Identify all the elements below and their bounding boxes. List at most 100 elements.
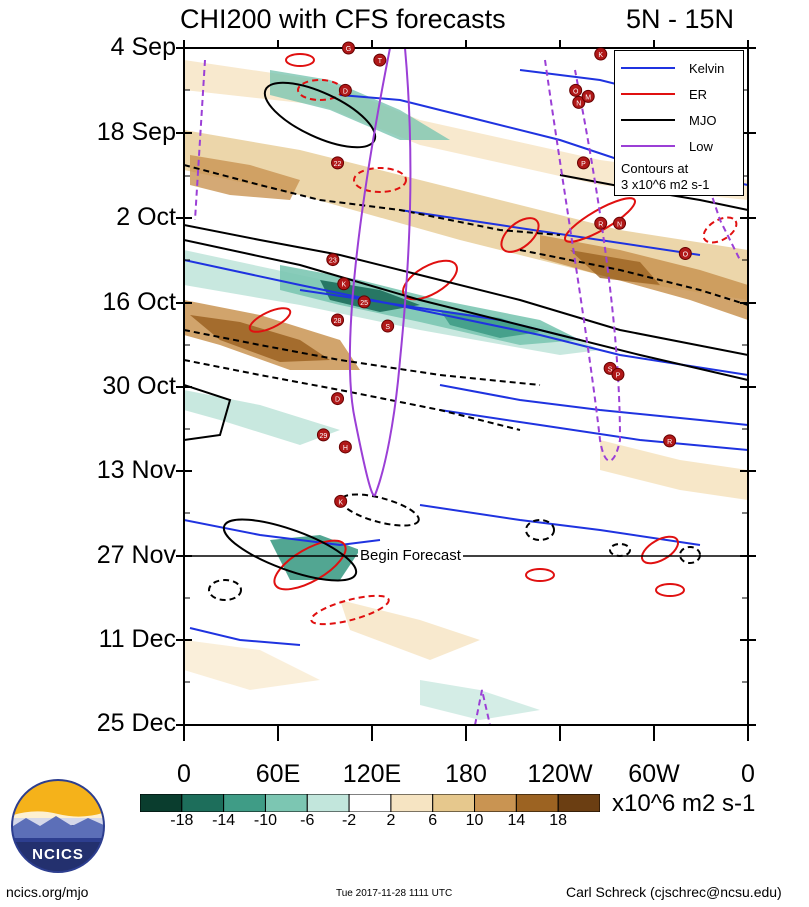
storm-marker: K [334,494,348,508]
begin-forecast-label: Begin Forecast [358,547,463,564]
storm-marker-label: P [616,372,621,379]
legend-swatch [621,67,675,69]
ncics-logo [11,779,105,873]
legend-entry-mjo: MJO [621,111,716,129]
er-contours [248,53,738,626]
colorbar-swatch [306,794,350,812]
storm-marker-label: D [343,88,348,95]
shading-layer [184,48,748,725]
storm-marker-label: K [341,282,346,289]
storm-marker: D [331,392,345,406]
legend-note: Contours at 3 x10^6 m2 s-1 [621,161,709,193]
storm-marker: S [381,319,395,333]
legend-entry-er: ER [621,85,707,103]
storm-marker: O [678,247,692,261]
storm-marker-label: 22 [334,161,342,168]
y-tick-label: 16 Oct [102,288,176,316]
storm-marker: N [613,216,627,230]
y-tick-label: 27 Nov [96,541,176,569]
x-tick-label: 0 [741,760,755,788]
chart-subtitle: 5N - 15N [626,4,735,34]
colorbar-swatch [474,794,517,812]
x-tick-label: 60E [255,760,301,788]
colorbar-swatch [390,794,434,812]
colorbar-level-label: -10 [253,812,278,829]
colorbar-level-label: 18 [549,812,568,829]
y-tick-label: 11 Dec [98,625,176,653]
colorbar-level-label: 6 [428,812,438,829]
storm-marker-label: N [576,100,581,107]
legend-note-line: 3 x10^6 m2 s-1 [621,177,710,192]
x-tick-label: 60W [628,760,680,788]
storm-marker-label: K [338,499,343,506]
storm-marker-label: 25 [360,300,368,307]
storm-marker: P [611,367,625,381]
storm-marker-label: O [683,252,689,259]
storm-marker-label: R [598,221,603,228]
storm-marker: R [594,216,608,230]
storm-marker-label: S [608,366,613,373]
colorbar-level-label: 14 [507,812,526,829]
storm-marker: P [577,156,590,170]
storm-marker: N [572,95,586,109]
legend-swatch [621,93,675,95]
storm-marker-label: 29 [320,433,328,440]
legend-entry-kelvin: Kelvin [621,59,724,77]
storm-marker: K [337,277,351,291]
y-tick-label: 30 Oct [102,372,176,400]
storm-marker-label: G [346,46,351,53]
footer-timestamp: Tue 2017-11-28 1111 UTC [336,888,453,899]
storm-marker: H [338,440,352,454]
y-tick-label: 4 Sep [110,33,176,61]
colorbar-level-label: -14 [212,812,236,829]
storm-marker: G [342,41,355,55]
storm-marker: 22 [331,156,345,170]
storm-marker-label: H [343,445,348,452]
storm-marker-label: K [598,52,603,59]
storm-marker: 25 [357,295,371,309]
colorbar-swatch [557,794,600,812]
storm-marker: D [338,83,352,97]
footer-url: ncics.org/mjo [6,884,89,900]
legend-swatch [621,119,675,121]
legend-label: Low [689,138,713,154]
legend-label: Kelvin [689,60,725,76]
logo-text: NCICS [32,846,84,863]
x-tick-label: 180 [445,760,487,788]
colorbar-level-label: -18 [170,812,194,829]
mjo-contours [184,81,748,601]
x-tick-label: 0 [177,760,191,788]
legend-label: ER [689,86,708,102]
x-tick-label: 120W [527,760,593,788]
colorbar [140,794,600,812]
colorbar-swatch [515,794,559,812]
storm-marker-label: M [585,94,591,101]
colorbar-swatch [181,794,225,812]
legend: Kelvin ER MJO Low Contours at 3 x10^6 m2… [614,50,744,196]
storm-marker-label: P [581,161,586,168]
colorbar-level-label: -2 [341,812,357,829]
colorbar-swatch [264,794,308,812]
storm-marker: K [594,47,608,61]
colorbar-level-label: 10 [465,812,484,829]
colorbar-swatch [432,794,476,812]
colorbar-level-label: -6 [300,812,315,829]
legend-entry-low: Low [621,137,713,155]
storm-marker-label: D [335,397,340,404]
minor-ticks [184,89,748,683]
colorbar-level-label: 2 [386,812,396,829]
y-tick-label: 18 Sep [96,118,176,146]
y-tick-label: 13 Nov [96,456,176,484]
legend-label: MJO [689,112,717,128]
storm-marker-label: 23 [329,258,337,265]
colorbar-units: x10^6 m2 s-1 [612,790,756,817]
storm-marker: 23 [326,253,340,267]
axis-ticks [176,40,756,741]
storm-marker-label: N [617,221,622,228]
y-tick-label: 2 Oct [116,203,176,231]
x-tick-label: 120E [342,760,402,788]
footer-author: Carl Schreck (cjschrec@ncsu.edu) [566,884,782,900]
storm-marker: T [373,53,387,67]
